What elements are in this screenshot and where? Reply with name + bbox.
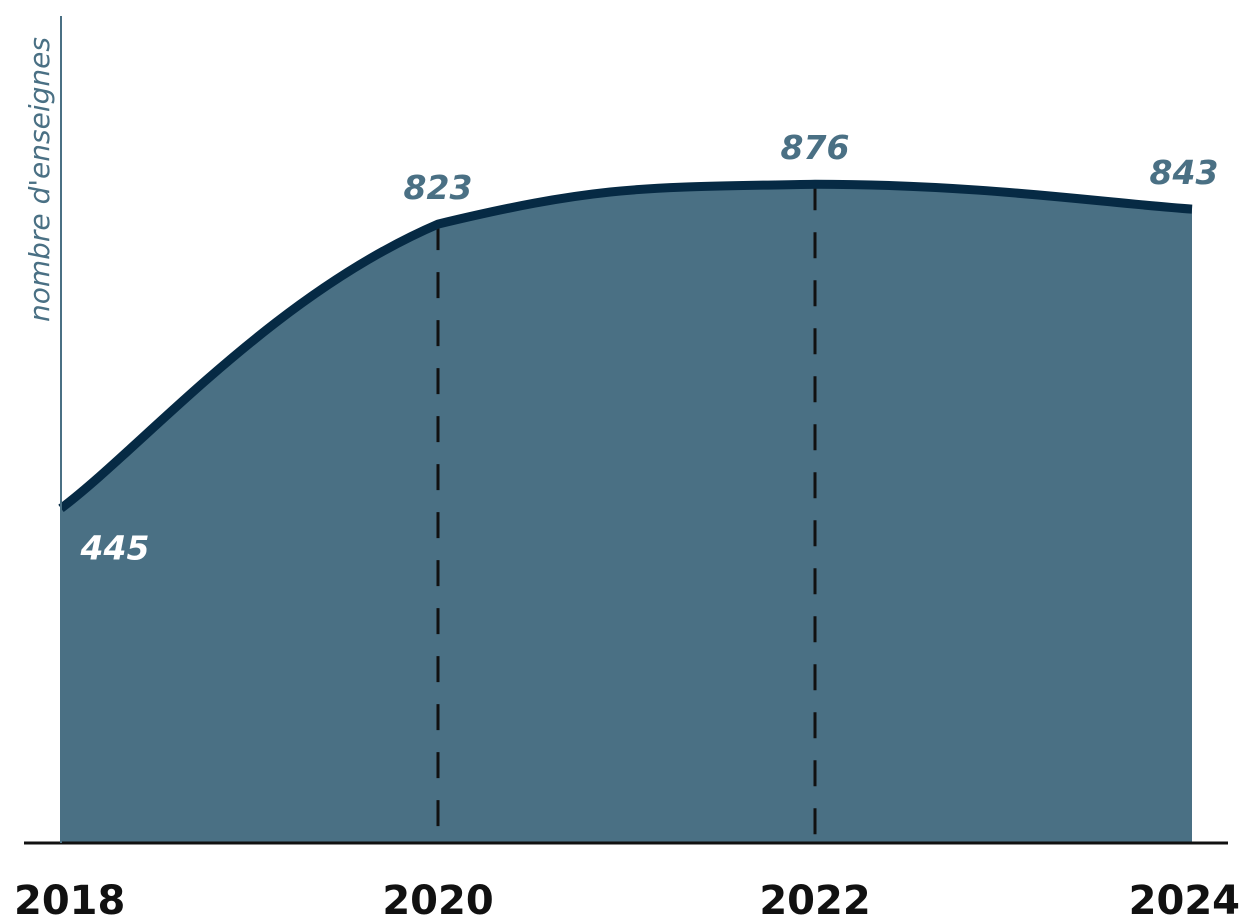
data-label: 876 (781, 128, 850, 167)
x-tick-label: 2020 (382, 878, 493, 916)
data-label: 843 (1150, 153, 1219, 192)
data-labels: 445 823 876 843 (80, 128, 1219, 567)
data-label: 445 (80, 528, 150, 567)
x-tick-label: 2024 (1129, 878, 1240, 916)
x-tick-label: 2018 (14, 878, 125, 916)
guide-lines (436, 184, 817, 843)
y-axis-label: nombre d'enseignes (23, 37, 56, 322)
series-line (58, 179, 1193, 512)
x-tick-label: 2022 (759, 878, 870, 916)
x-tick-labels: 2018 2020 2022 2024 (14, 878, 1240, 916)
area-fill (61, 184, 1192, 843)
data-label: 823 (404, 168, 473, 207)
